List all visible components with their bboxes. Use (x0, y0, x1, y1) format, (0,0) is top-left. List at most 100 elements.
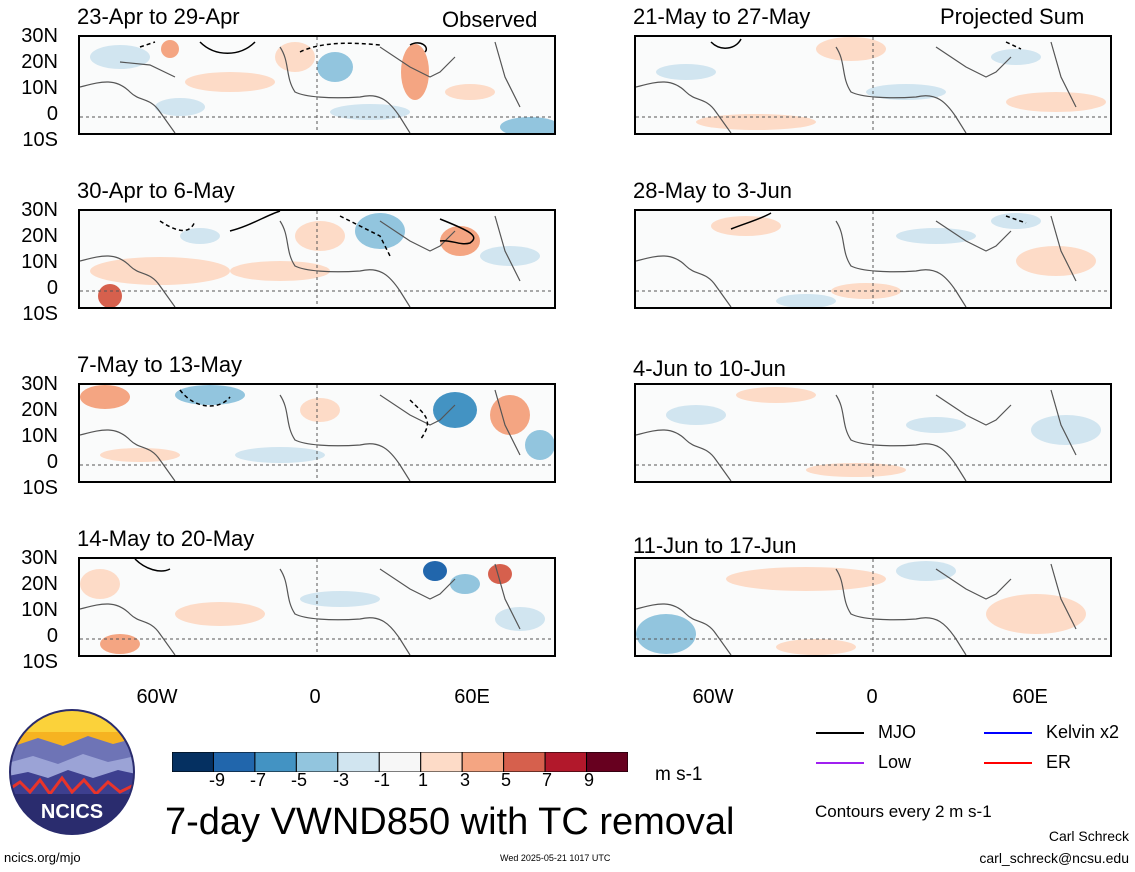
legend-item-kelvin: Kelvin x2 (984, 722, 1119, 742)
anomaly-shading (636, 561, 1086, 655)
lat-label: 30N (21, 547, 58, 569)
colorbar-tick: 1 (417, 770, 428, 790)
projected-panel-1-title: 21-May to 27-May (633, 4, 811, 29)
logo-text: NCICS (41, 801, 103, 823)
projected-map-2 (634, 209, 1112, 309)
colorbar (172, 752, 628, 772)
mjo-contours (710, 38, 1022, 50)
lat-label: 20N (21, 51, 58, 73)
lat-label: 10S (22, 303, 58, 325)
coastlines (636, 215, 1077, 307)
colorbar-swatch (586, 752, 628, 772)
colorbar-swatch (378, 752, 422, 772)
colorbar-tick: -3 (332, 770, 349, 790)
lat-label: 20N (21, 573, 58, 595)
projected-map-1 (634, 35, 1112, 135)
observed-map-3 (78, 383, 556, 483)
lat-label: 10S (22, 651, 58, 673)
lat-label: 0 (46, 625, 58, 647)
coastlines (636, 389, 1077, 481)
lat-label: 10N (21, 77, 58, 99)
mjo-contours (179, 389, 429, 441)
legend-item-mjo: MJO (816, 722, 916, 742)
legend-item-low: Low (816, 752, 911, 772)
units-label: m s-1 (655, 764, 703, 785)
colorbar-swatch (544, 752, 588, 772)
legend-label: Low (878, 752, 912, 772)
anomaly-shading (80, 385, 554, 463)
anomaly-shading (80, 561, 545, 654)
mjo-contours (134, 559, 171, 572)
observed-panel-1-title: 23-Apr to 29-Apr (77, 4, 240, 29)
observed-panel-3-title: 7-May to 13-May (77, 352, 243, 377)
lat-label: 30N (21, 25, 58, 47)
contour-note: Contours every 2 m s-1 (815, 802, 992, 821)
observed-map-1 (78, 35, 556, 135)
colorbar-tick: -9 (208, 770, 225, 790)
colorbar-tick: 7 (541, 770, 552, 790)
projected-column-label: Projected Sum (940, 4, 1085, 29)
colorbar-swatch (172, 752, 214, 772)
coastlines (80, 41, 521, 133)
colorbar-swatch (420, 752, 463, 772)
lat-label: 10N (21, 251, 58, 273)
lat-label: 0 (46, 451, 58, 473)
colorbar-tick: 9 (583, 770, 594, 790)
projected-panel-3-title: 4-Jun to 10-Jun (633, 356, 786, 381)
projected-panel-4-title: 11-Jun to 17-Jun (633, 533, 797, 558)
colorbar-tick: -5 (290, 770, 307, 790)
colorbar-swatch (337, 752, 380, 772)
colorbar-swatch (503, 752, 546, 772)
lat-label: 10N (21, 425, 58, 447)
footer-url: ncics.org/mjo (4, 850, 81, 865)
colorbar-swatch (461, 752, 505, 772)
anomaly-shading (666, 387, 1101, 477)
colorbar-tick: 5 (500, 770, 511, 790)
legend-line (816, 762, 864, 765)
lon-label: 0 (866, 686, 878, 708)
coastlines (80, 563, 521, 655)
lat-label: 10S (22, 477, 58, 499)
projected-map-4 (634, 557, 1112, 657)
legend-label: Kelvin x2 (1046, 722, 1120, 742)
anomaly-shading (90, 40, 554, 133)
timestamp: Wed 2025-05-21 1017 UTC (500, 853, 611, 863)
lon-label: 60E (454, 686, 490, 708)
observed-panel-4-title: 14-May to 20-May (77, 526, 255, 551)
lat-label: 30N (21, 373, 58, 395)
lat-label: 10S (22, 129, 58, 151)
anomaly-shading (90, 213, 540, 307)
anomaly-shading (656, 37, 1106, 130)
colorbar-tick: -7 (249, 770, 266, 790)
observed-map-4 (78, 557, 556, 657)
legend-line (984, 762, 1032, 765)
lat-label: 10N (21, 599, 58, 621)
mjo-contours (139, 41, 427, 54)
main-title: 7-day VWND850 with TC removal (165, 801, 735, 843)
legend-label: ER (1046, 752, 1072, 772)
lat-label: 20N (21, 225, 58, 247)
legend-label: MJO (878, 722, 916, 742)
author-name: Carl Schreck (1048, 828, 1129, 844)
lat-label: 30N (21, 199, 58, 221)
coastlines (636, 563, 1077, 655)
projected-map-3 (634, 383, 1112, 483)
author-email: carl_schreck@ncsu.edu (979, 850, 1129, 866)
projected-panel-2-title: 28-May to 3-Jun (633, 178, 792, 203)
coastlines (80, 389, 521, 481)
mjo-contours (730, 212, 1027, 230)
lat-label: 0 (46, 103, 58, 125)
legend-item-er: ER (984, 752, 1071, 772)
colorbar-swatch (212, 752, 256, 772)
lon-label: 60W (692, 686, 734, 708)
lat-label: 0 (46, 277, 58, 299)
lon-label: 0 (309, 686, 321, 708)
anomaly-shading (711, 213, 1096, 307)
lon-label: 60W (136, 686, 178, 708)
legend-line (816, 732, 864, 735)
observed-column-label: Observed (442, 7, 538, 32)
observed-map-2 (78, 209, 556, 309)
colorbar-tick: -1 (373, 770, 390, 790)
lon-label: 60E (1012, 686, 1048, 708)
ncics-logo: NCICS (8, 708, 136, 836)
